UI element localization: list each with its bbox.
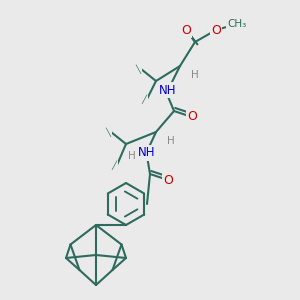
Text: O: O	[163, 173, 173, 187]
Text: NH: NH	[138, 146, 156, 160]
Text: ╲: ╲	[106, 127, 110, 137]
Text: H: H	[191, 70, 199, 80]
Text: O: O	[211, 23, 221, 37]
Text: H: H	[167, 136, 175, 146]
Text: CH₃: CH₃	[227, 19, 247, 29]
Text: ╱: ╱	[112, 160, 116, 170]
Text: NH: NH	[159, 83, 177, 97]
Text: ╱: ╱	[142, 94, 146, 104]
Text: H: H	[128, 151, 136, 161]
Text: O: O	[181, 23, 191, 37]
Text: ╲: ╲	[136, 64, 140, 74]
Text: O: O	[187, 110, 197, 124]
